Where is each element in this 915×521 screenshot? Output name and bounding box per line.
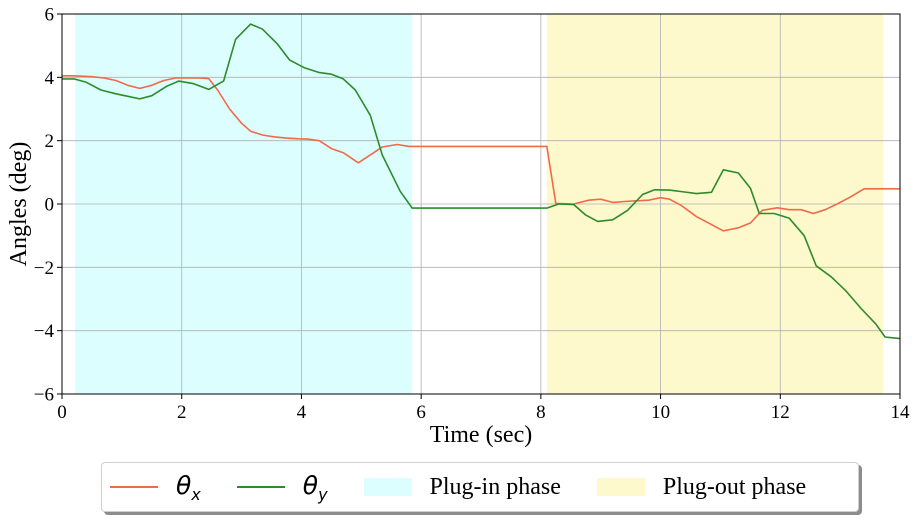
x-tick-label: 14: [891, 402, 911, 423]
y-axis-ticks: −6 −4 −2 0 2 4 6: [34, 5, 62, 406]
legend-swatch-theta-x: [110, 486, 158, 488]
legend-swatch-theta-y: [236, 486, 285, 488]
legend-subscript-theta-y: y: [318, 484, 328, 504]
series-lines: [62, 23, 901, 340]
legend-swatch-plug-out-phase: [596, 478, 645, 496]
legend-symbol-theta-x: θ: [176, 470, 192, 500]
legend-item-theta-y: θy: [236, 471, 328, 504]
y-tick-label: 2: [45, 131, 55, 152]
legend-label-plug-out-phase: Plug-out phase: [662, 473, 807, 500]
x-tick-label: 10: [651, 402, 670, 423]
x-tick-label: 2: [177, 402, 187, 423]
y-tick-label: −6: [34, 385, 54, 406]
x-tick-label: 8: [536, 402, 546, 423]
legend-label-plug-in-phase: Plug-in phase: [429, 473, 561, 500]
series-line-theta-x: [62, 75, 900, 232]
angle-time-chart: 0 2 4 6 8 10 12 14 −6 −4 −2 0 2 4 6 Time (sec) Angles…: [6, 5, 910, 449]
y-tick-label: −2: [34, 258, 54, 279]
legend-item-plug-in-phase: Plug-in phase: [363, 473, 561, 501]
series-line-theta-y: [62, 23, 901, 340]
y-tick-label: 0: [45, 195, 55, 216]
y-axis-title: Angles (deg): [6, 142, 32, 267]
x-tick-label: 12: [771, 402, 790, 423]
legend-label-theta-x: θx: [176, 471, 201, 504]
chart-legend: θx θy Plug-in phase Plug-out phase: [101, 462, 859, 512]
x-tick-label: 0: [57, 402, 67, 423]
legend-item-plug-out-phase: Plug-out phase: [596, 473, 807, 501]
y-tick-label: −4: [34, 321, 55, 342]
legend-subscript-theta-x: x: [191, 484, 201, 504]
legend-item-theta-x: θx: [110, 471, 201, 504]
y-tick-label: 4: [45, 68, 55, 89]
y-tick-label: 6: [45, 5, 55, 26]
legend-swatch-plug-in-phase: [363, 478, 412, 496]
legend-symbol-theta-y: θ: [302, 470, 319, 500]
x-tick-label: 4: [297, 402, 307, 423]
legend-label-theta-y: θy: [303, 471, 328, 504]
x-axis-ticks: 0 2 4 6 8 10 12 14: [57, 394, 910, 423]
x-tick-label: 6: [416, 402, 426, 423]
x-axis-title: Time (sec): [430, 422, 532, 448]
